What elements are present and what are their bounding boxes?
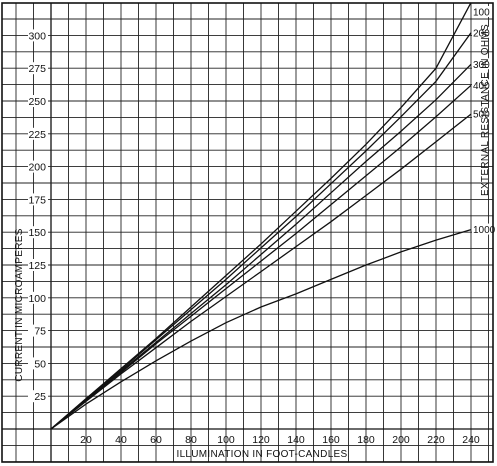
series-label-bg — [472, 223, 497, 235]
x-tick-label: 180 — [357, 434, 375, 446]
series-label-bg — [472, 108, 494, 120]
y-tick-label-bg — [28, 291, 48, 304]
y-tick-label: 100 — [28, 293, 46, 305]
y-tick-label: 300 — [28, 30, 46, 42]
series-line-500 — [50, 113, 472, 430]
y-tick-label-bg — [28, 127, 48, 140]
series-line-300 — [50, 63, 472, 430]
x-tick-label: 80 — [185, 434, 197, 446]
y-tick-label: 250 — [28, 96, 46, 108]
x-tick-label: 40 — [115, 434, 127, 446]
x-tick-label: 20 — [80, 434, 92, 446]
y-axis-title: CURRENT IN MICROAMPERES — [14, 228, 25, 381]
y-tick-label-bg — [28, 324, 48, 337]
y-tick-label-bg — [28, 390, 48, 403]
series-label-bg — [472, 58, 494, 70]
right-axis-title: EXTERNAL RESISTANCE IN OHMS — [480, 24, 491, 196]
x-tick-label: 240 — [462, 434, 480, 446]
series-label-100: 100 — [473, 8, 490, 19]
y-tick-label-bg — [28, 62, 48, 75]
y-tick-label: 150 — [28, 227, 46, 239]
x-tick-label: 60 — [150, 434, 162, 446]
y-tick-label: 200 — [28, 162, 46, 174]
x-tick-label: 100 — [217, 434, 235, 446]
series-label-1000: 1000 — [473, 225, 496, 236]
x-tick-label: 140 — [287, 434, 305, 446]
series-line-100 — [50, 2, 472, 430]
series-label-200: 200 — [473, 28, 490, 39]
y-tick-label-bg — [28, 29, 48, 42]
series-label-500: 500 — [473, 110, 490, 121]
x-tick-label: 160 — [322, 434, 340, 446]
series-lines — [50, 2, 472, 430]
y-tick-label-bg — [28, 160, 48, 173]
series-label-300: 300 — [473, 60, 490, 71]
series-label-400: 400 — [473, 81, 490, 92]
y-tick-label: 25 — [34, 391, 46, 403]
y-tick-label-bg — [28, 193, 48, 206]
y-tick-label-bg — [28, 95, 48, 107]
y-tick-label: 275 — [28, 63, 46, 75]
y-tick-label: 75 — [34, 326, 46, 338]
y-tick-label: 175 — [28, 194, 46, 206]
y-tick-label: 50 — [34, 358, 46, 370]
series-line-1000 — [50, 228, 472, 430]
y-tick-label: 225 — [28, 129, 46, 141]
series-labels: 100 200 300 400 500 1000 — [472, 6, 497, 236]
x-axis-title: ILLUMINATION IN FOOT-CANDLES — [176, 449, 347, 460]
y-tick-label-bg — [28, 226, 48, 239]
grid — [2, 3, 493, 463]
x-tick-label: 200 — [392, 434, 410, 446]
y-tick-label-bg — [28, 259, 48, 271]
x-tick-label: 220 — [427, 434, 445, 446]
series-line-200 — [50, 32, 472, 430]
y-tick-label: 125 — [28, 260, 46, 272]
series-label-bg — [472, 26, 494, 38]
x-tick-label: 120 — [252, 434, 270, 446]
series-line-400 — [50, 84, 472, 430]
series-label-bg — [472, 79, 494, 91]
series-label-bg — [472, 6, 494, 17]
tick-labels: 25 50 75 100 125 150 175 200 225 250 275 300 20 40 60 8… — [28, 29, 480, 446]
y-tick-label-bg — [28, 357, 48, 370]
